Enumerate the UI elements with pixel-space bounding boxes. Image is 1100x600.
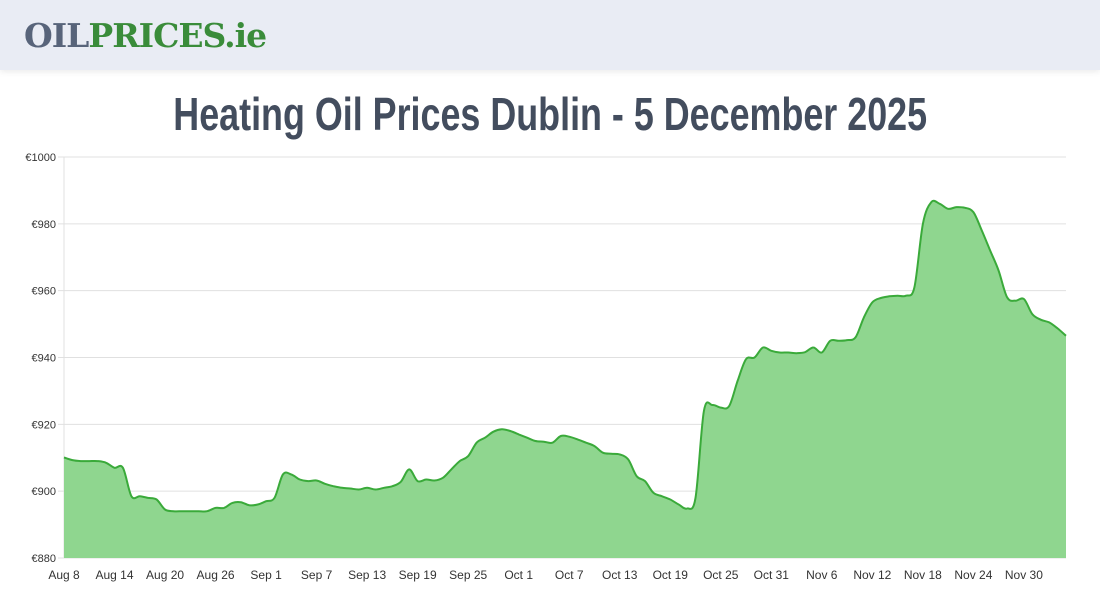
x-axis: Aug 8 Aug 14 Aug 20 Aug 26 Sep 1 Sep 7 Sep 13 S… bbox=[48, 568, 1043, 582]
y-tick-label: €880 bbox=[32, 553, 56, 565]
x-tick-label: Nov 18 bbox=[904, 568, 942, 582]
y-tick-label: €1000 bbox=[25, 152, 56, 164]
price-area bbox=[64, 200, 1066, 558]
x-tick-label: Oct 1 bbox=[504, 568, 533, 582]
x-tick-label: Oct 31 bbox=[754, 568, 790, 582]
y-tick-label: €900 bbox=[32, 486, 56, 498]
logo-text-prices: PRICES.ie bbox=[88, 16, 267, 55]
x-tick-label: Nov 6 bbox=[806, 568, 838, 582]
logo-text-oil: OIL bbox=[24, 16, 89, 55]
x-tick-label: Sep 25 bbox=[449, 568, 487, 582]
y-axis: €880 €900 €920 €940 €960 €980 €1000 bbox=[25, 152, 56, 565]
x-tick-label: Oct 25 bbox=[703, 568, 739, 582]
x-tick-label: Sep 19 bbox=[399, 568, 437, 582]
page-title: Heating Oil Prices Dublin - 5 December 2… bbox=[0, 84, 1100, 144]
y-tick-label: €980 bbox=[32, 219, 56, 231]
x-tick-label: Nov 12 bbox=[853, 568, 891, 582]
x-tick-label: Sep 13 bbox=[348, 568, 386, 582]
x-tick-label: Nov 24 bbox=[954, 568, 992, 582]
x-tick-label: Aug 26 bbox=[197, 568, 235, 582]
x-tick-label: Aug 14 bbox=[95, 568, 133, 582]
x-tick-label: Sep 1 bbox=[250, 568, 282, 582]
x-tick-label: Nov 30 bbox=[1005, 568, 1043, 582]
x-tick-label: Aug 20 bbox=[146, 568, 184, 582]
page-title-text: Heating Oil Prices Dublin - 5 December 2… bbox=[173, 88, 927, 140]
x-tick-label: Aug 8 bbox=[48, 568, 80, 582]
x-tick-label: Oct 13 bbox=[602, 568, 638, 582]
x-tick-label: Sep 7 bbox=[301, 568, 333, 582]
site-header: OILPRICES.ie bbox=[0, 0, 1100, 70]
y-tick-label: €920 bbox=[32, 419, 56, 431]
x-tick-label: Oct 7 bbox=[555, 568, 584, 582]
y-tick-label: €940 bbox=[32, 353, 56, 365]
x-tick-label: Oct 19 bbox=[653, 568, 689, 582]
site-logo[interactable]: OILPRICES.ie bbox=[24, 14, 267, 58]
price-line bbox=[63, 199, 1067, 513]
y-tick-label: €960 bbox=[32, 286, 56, 298]
